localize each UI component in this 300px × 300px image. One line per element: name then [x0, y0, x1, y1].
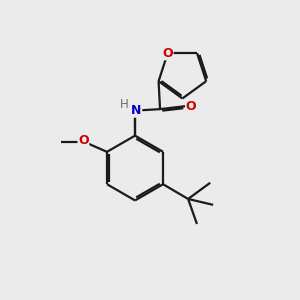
Text: O: O [186, 100, 196, 113]
Text: O: O [162, 47, 173, 60]
Text: O: O [78, 134, 89, 148]
Text: N: N [131, 104, 142, 117]
Text: H: H [119, 98, 128, 111]
